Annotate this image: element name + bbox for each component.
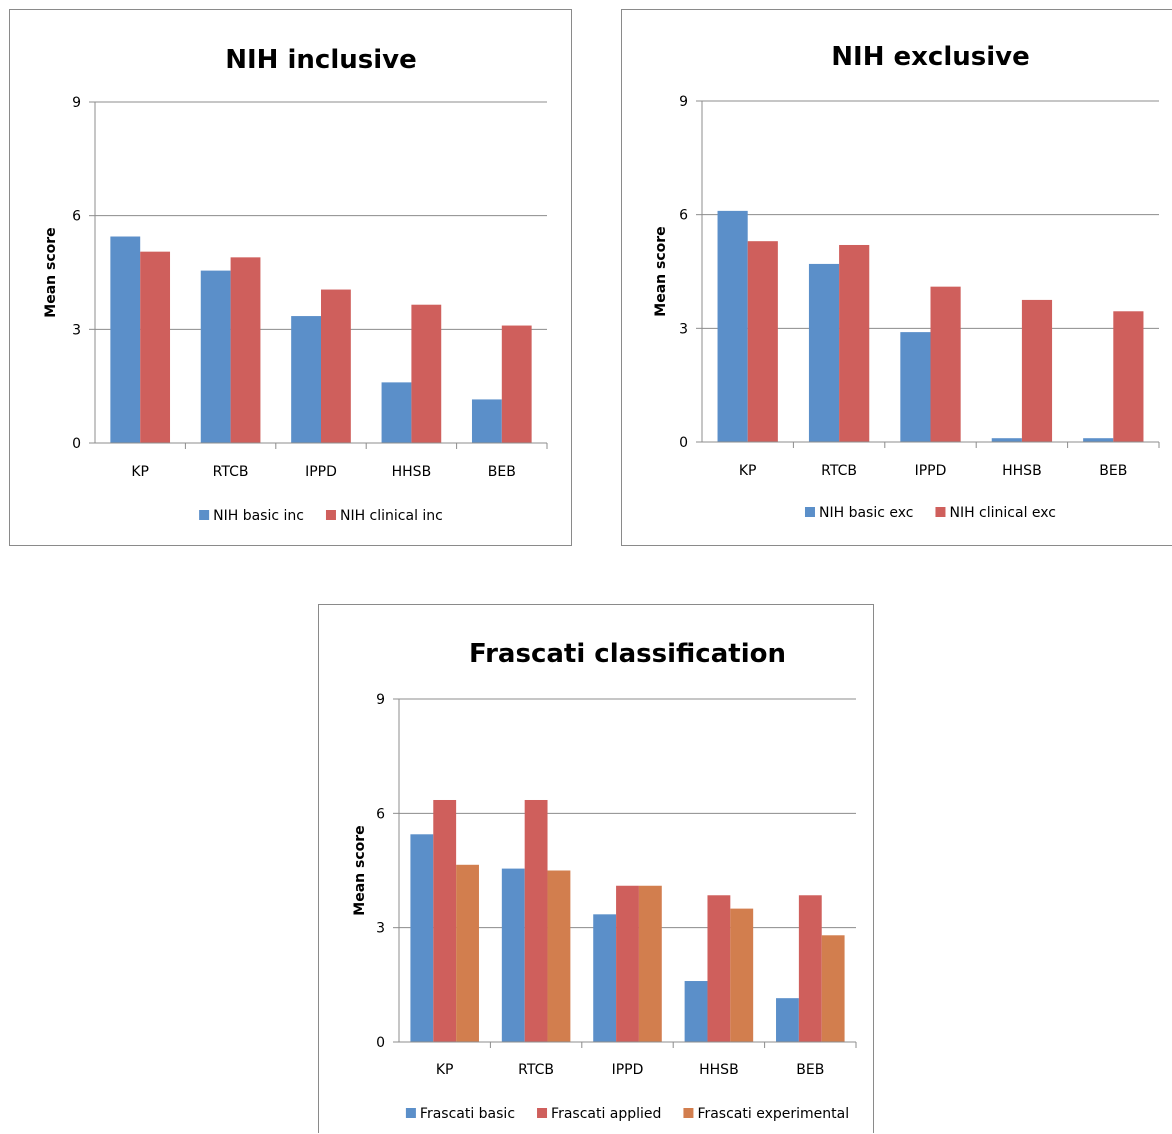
legend-label: Frascati experimental bbox=[697, 1106, 849, 1122]
chart-title: NIH exclusive bbox=[831, 42, 1029, 72]
bar-nih-clinical-exc-kp bbox=[747, 241, 778, 442]
y-tick-label: 3 bbox=[376, 921, 385, 937]
x-tick-label: HHSB bbox=[1002, 463, 1042, 479]
bar-nih-clinical-inc-hhsb bbox=[411, 304, 442, 443]
legend: NIH basic exc NIH clinical exc bbox=[804, 505, 1056, 521]
bar-nih-clinical-inc-rtcb bbox=[230, 257, 261, 443]
y-axis-label: Mean score bbox=[352, 825, 368, 915]
x-tick-label: RTCB bbox=[821, 463, 857, 479]
bar-frascati-applied-hhsb bbox=[707, 895, 731, 1042]
bar-frascati-basic-rtcb bbox=[501, 868, 525, 1042]
y-tick-label: 3 bbox=[72, 322, 81, 338]
y-tick-label: 9 bbox=[376, 692, 385, 708]
bar-nih-basic-inc-beb bbox=[471, 399, 502, 443]
bar-frascati-experimental-ippd bbox=[638, 885, 662, 1042]
y-tick-label: 6 bbox=[72, 209, 81, 225]
y-tick-label: 9 bbox=[679, 94, 688, 110]
legend-swatch bbox=[405, 1108, 416, 1118]
y-axis-label: Mean score bbox=[653, 226, 669, 316]
chart-panel-nih-inclusive: NIH inclusive 0 3 6 9 Mean score KP RTCB IPPD HHS… bbox=[9, 9, 572, 546]
chart-panel-nih-exclusive: NIH exclusive 0 3 6 9 Mean score KP RTCB IPPD HHS… bbox=[621, 9, 1172, 546]
chart-title: Frascati classification bbox=[469, 639, 786, 669]
legend-label: Frascati applied bbox=[551, 1106, 661, 1122]
chart-nih-exclusive: NIH exclusive 0 3 6 9 Mean score KP RTCB IPPD HHS… bbox=[653, 42, 1160, 521]
bar-nih-clinical-inc-kp bbox=[140, 251, 171, 443]
y-axis-label: Mean score bbox=[43, 227, 59, 317]
bar-nih-basic-exc-beb bbox=[1083, 438, 1114, 442]
bar-frascati-experimental-hhsb bbox=[730, 908, 754, 1042]
legend-label: Frascati basic bbox=[420, 1106, 515, 1122]
bar-nih-clinical-exc-hhsb bbox=[1021, 299, 1053, 442]
x-tick-label: IPPD bbox=[305, 464, 337, 480]
bar-nih-clinical-inc-beb bbox=[501, 325, 532, 443]
bar-nih-basic-exc-ippd bbox=[900, 332, 931, 442]
y-tick-label: 0 bbox=[679, 435, 688, 451]
legend-swatch bbox=[537, 1108, 548, 1118]
legend-label: NIH basic exc bbox=[819, 505, 913, 521]
legend-label: NIH clinical inc bbox=[340, 508, 443, 524]
x-tick-label: KP bbox=[739, 463, 757, 479]
bar-frascati-experimental-beb bbox=[821, 935, 845, 1042]
bar-nih-basic-exc-hhsb bbox=[991, 438, 1022, 442]
legend-swatch bbox=[804, 507, 815, 517]
y-tick-label: 6 bbox=[679, 208, 688, 224]
legend-label: NIH clinical exc bbox=[949, 505, 1056, 521]
bar-frascati-basic-kp bbox=[410, 834, 434, 1042]
legend: Frascati basic Frascati applied Frascati e… bbox=[405, 1106, 849, 1122]
bar-nih-clinical-exc-beb bbox=[1113, 311, 1144, 442]
x-tick-label: RTCB bbox=[518, 1062, 554, 1078]
bar-nih-basic-inc-hhsb bbox=[381, 382, 412, 443]
y-tick-label: 3 bbox=[679, 321, 688, 337]
legend-swatch bbox=[935, 507, 946, 517]
bar-frascati-experimental-rtcb bbox=[547, 870, 571, 1042]
legend: NIH basic inc NIH clinical inc bbox=[199, 508, 443, 524]
x-tick-label: BEB bbox=[488, 464, 516, 480]
bar-nih-clinical-exc-ippd bbox=[930, 286, 961, 442]
bar-frascati-basic-hhsb bbox=[684, 981, 708, 1042]
bar-nih-basic-inc-rtcb bbox=[200, 270, 231, 443]
bar-frascati-applied-rtcb bbox=[524, 799, 548, 1042]
chart-panel-frascati: Frascati classification 0 3 6 9 Mean score KP R… bbox=[318, 604, 874, 1133]
bar-frascati-applied-kp bbox=[433, 799, 457, 1042]
x-tick-label: KP bbox=[131, 464, 149, 480]
bar-nih-basic-inc-ippd bbox=[291, 316, 321, 443]
x-tick-label: BEB bbox=[1099, 463, 1127, 479]
chart-frascati-classification: Frascati classification 0 3 6 9 Mean score KP R… bbox=[352, 639, 857, 1122]
bar-frascati-experimental-kp bbox=[456, 864, 479, 1042]
bar-frascati-applied-ippd bbox=[616, 885, 639, 1042]
legend-swatch bbox=[199, 510, 210, 520]
bar-nih-clinical-inc-ippd bbox=[321, 289, 351, 443]
y-tick-label: 0 bbox=[72, 436, 81, 452]
x-tick-label: IPPD bbox=[915, 463, 947, 479]
x-tick-label: KP bbox=[436, 1062, 454, 1078]
bar-nih-basic-exc-kp bbox=[717, 210, 748, 442]
bar-nih-clinical-exc-rtcb bbox=[839, 244, 870, 442]
bar-nih-basic-inc-kp bbox=[110, 236, 141, 443]
legend-swatch bbox=[683, 1108, 694, 1118]
y-tick-label: 9 bbox=[72, 95, 81, 111]
x-tick-label: RTCB bbox=[213, 464, 249, 480]
y-tick-label: 0 bbox=[376, 1035, 385, 1051]
x-tick-label: HHSB bbox=[392, 464, 432, 480]
x-tick-label: HHSB bbox=[699, 1062, 739, 1078]
y-tick-label: 6 bbox=[376, 806, 385, 822]
legend-swatch bbox=[325, 510, 336, 520]
bar-frascati-basic-ippd bbox=[593, 914, 617, 1042]
bar-frascati-applied-beb bbox=[798, 895, 822, 1042]
legend-label: NIH basic inc bbox=[213, 508, 304, 524]
chart-nih-inclusive: NIH inclusive 0 3 6 9 Mean score KP RTCB IPPD HHS… bbox=[43, 45, 548, 524]
bar-nih-basic-exc-rtcb bbox=[808, 263, 840, 442]
x-tick-label: BEB bbox=[796, 1062, 824, 1078]
x-tick-label: IPPD bbox=[612, 1062, 644, 1078]
chart-title: NIH inclusive bbox=[225, 45, 416, 75]
bar-frascati-basic-beb bbox=[776, 998, 799, 1042]
